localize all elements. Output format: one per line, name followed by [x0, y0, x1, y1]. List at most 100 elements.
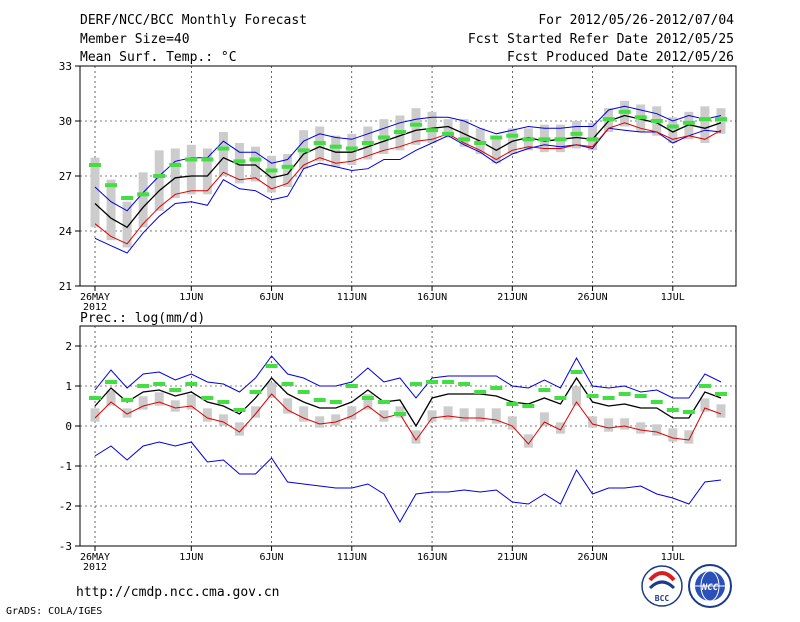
forecast-range: For 2012/05/26-2012/07/04: [538, 13, 734, 28]
temp-ytick-label-1: 24: [59, 225, 73, 238]
temp-x-sub-label: 2012: [83, 302, 107, 313]
prec-range-bar-9: [234, 422, 244, 436]
prec-x-sub-label: 2012: [83, 562, 107, 573]
prec-clim-mark-25: [490, 386, 503, 390]
prec-clim-mark-19: [393, 412, 406, 416]
temp-range-bar-37: [684, 111, 694, 140]
prec-range-bar-5: [170, 400, 180, 412]
prec-clim-mark-38: [698, 384, 711, 388]
prec-clim-mark-7: [201, 396, 214, 400]
prec-clim-mark-32: [602, 396, 615, 400]
temp-line-ensemble_lower: [94, 122, 722, 245]
prec-ytick-label-4: 1: [65, 380, 72, 393]
temp-range-bar-36: [668, 117, 678, 143]
temp-clim-mark-36: [666, 124, 679, 129]
prec-range-bar-12: [283, 398, 293, 414]
bcc-logo: BCC: [641, 565, 683, 607]
prec-ytick-label-0: -3: [59, 540, 72, 553]
prec-range-bar-4: [154, 392, 164, 406]
temp-clim-mark-30: [570, 131, 583, 136]
temp-range-bar-6: [186, 144, 196, 195]
fcst-started-date: Fcst Started Refer Date 2012/05/25: [468, 32, 734, 47]
temp-range-bar-23: [459, 119, 469, 147]
prec-range-bar-23: [459, 408, 469, 422]
prec-xtick-label-3: 11JUN: [337, 552, 367, 563]
temp-clim-mark-20: [410, 122, 422, 127]
temp-ytick-label-4: 33: [59, 60, 72, 73]
source-url: http://cmdp.ncc.cma.gov.cn: [76, 585, 280, 600]
temp-clim-mark-22: [442, 131, 455, 136]
prec-range-bar-22: [443, 406, 453, 420]
prec-range-bar-20: [411, 430, 421, 444]
prec-clim-mark-30: [570, 370, 583, 374]
prec-clim-mark-36: [666, 408, 679, 412]
temp-clim-mark-27: [522, 137, 535, 142]
prec-range-bar-2: [122, 408, 132, 418]
member-size: Member Size=40: [80, 32, 190, 47]
temp-ytick-label-2: 27: [59, 170, 72, 183]
temp-xtick-label-4: 16JUN: [417, 292, 447, 303]
prec-range-bar-15: [331, 414, 341, 426]
precip-variable-label: Prec.: log(mm/d): [80, 311, 205, 326]
prec-plot-frame: [79, 325, 737, 547]
prec-clim-mark-15: [329, 400, 342, 404]
prec-range-bar-28: [539, 412, 549, 426]
prec-clim-mark-39: [714, 392, 727, 396]
prec-clim-mark-34: [634, 394, 647, 398]
prec-clim-mark-22: [442, 380, 455, 384]
temp-clim-mark-17: [361, 141, 374, 145]
temp-range-bar-4: [154, 150, 164, 211]
prec-clim-mark-0: [89, 396, 101, 400]
prec-clim-mark-13: [297, 390, 310, 394]
temp-xtick-label-2: 6JUN: [260, 292, 284, 303]
temp-clim-mark-4: [153, 174, 166, 178]
temp-range-bar-31: [588, 122, 598, 151]
prec-clim-mark-14: [313, 398, 326, 402]
prec-clim-mark-3: [137, 384, 150, 388]
prec-range-bar-0: [90, 408, 100, 422]
temp-clim-mark-39: [714, 117, 727, 122]
temp-clim-mark-10: [249, 157, 262, 162]
temp-clim-mark-0: [89, 163, 101, 167]
prec-range-bar-25: [491, 408, 501, 424]
prec-clim-mark-4: [153, 382, 166, 386]
prec-range-bar-6: [186, 394, 196, 410]
prec-clim-mark-12: [281, 382, 294, 386]
temp-clim-mark-2: [121, 196, 134, 200]
prec-range-bar-35: [652, 424, 662, 436]
prec-range-bar-27: [523, 434, 533, 448]
prec-range-bar-3: [138, 396, 148, 410]
prec-range-bar-37: [684, 430, 694, 444]
prec-range-bar-16: [347, 406, 357, 420]
prec-line-ensemble_lower: [94, 393, 722, 445]
ncc-logo: NCC: [688, 564, 732, 608]
bcc-logo-text: BCC: [655, 594, 670, 603]
prec-range-bar-18: [379, 410, 389, 422]
prec-line-ensemble_mean: [94, 376, 722, 428]
temp-range-bar-2: [122, 201, 132, 248]
prec-xtick-label-0: 26MAY: [80, 552, 110, 563]
prec-clim-mark-23: [458, 382, 471, 386]
temp-clim-mark-24: [474, 141, 487, 145]
temp-range-bar-7: [202, 148, 212, 195]
prec-clim-mark-31: [586, 394, 599, 398]
temp-range-bar-10: [251, 146, 260, 182]
prec-clim-mark-16: [345, 384, 358, 388]
temp-line-ensemble_max: [94, 127, 722, 254]
temp-clim-mark-6: [185, 157, 198, 162]
prec-range-bar-38: [700, 398, 710, 412]
prec-clim-mark-24: [474, 390, 487, 394]
temp-ytick-label-0: 21: [59, 280, 72, 293]
prec-clim-mark-11: [265, 364, 278, 368]
prec-xtick-label-2: 6JUN: [260, 552, 284, 563]
prec-range-bar-29: [555, 422, 565, 434]
temp-range-bar-15: [331, 135, 341, 167]
temp-range-bar-21: [427, 111, 437, 143]
prec-ytick-label-2: -1: [59, 460, 72, 473]
title-left: DERF/NCC/BCC Monthly Forecast: [80, 13, 307, 28]
prec-xtick-label-4: 16JUN: [417, 552, 447, 563]
prec-clim-mark-17: [361, 396, 374, 400]
prec-clim-mark-10: [249, 390, 262, 394]
